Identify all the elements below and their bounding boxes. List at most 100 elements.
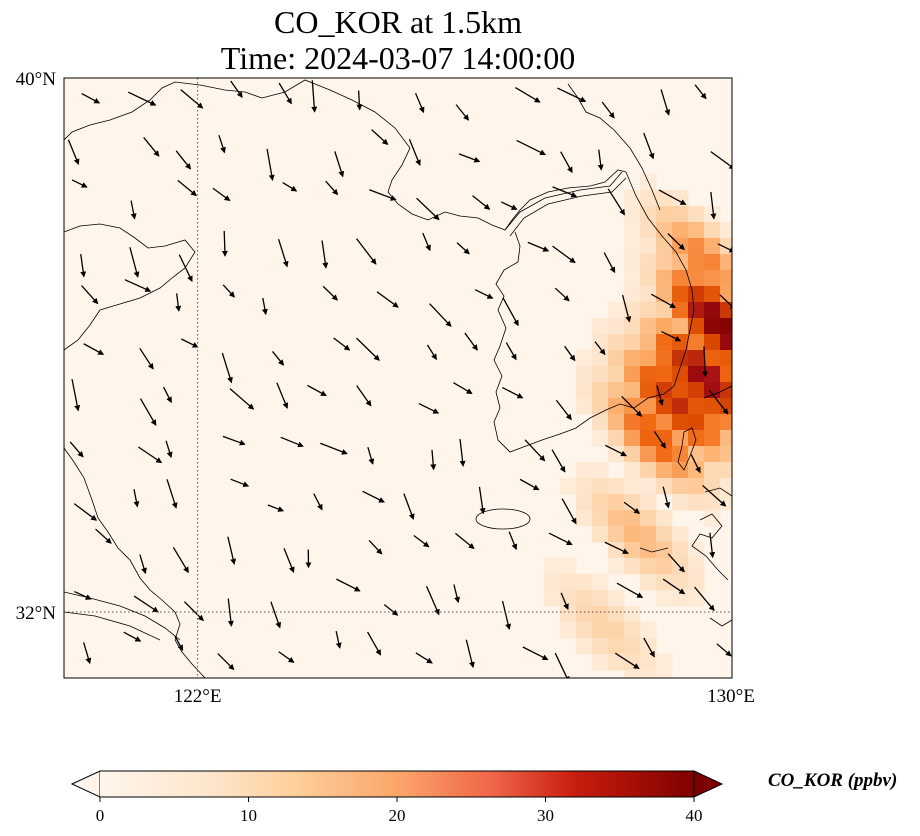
plume-cell — [608, 478, 625, 495]
wind-arrow — [336, 578, 361, 592]
plume-cell — [704, 494, 721, 511]
plume-cell — [720, 270, 732, 287]
wind-arrow — [172, 546, 189, 574]
plume-cell — [624, 222, 641, 239]
plume-cell — [624, 494, 641, 511]
plume-cell — [656, 366, 673, 383]
wind-arrow — [278, 82, 292, 105]
plume-cell — [640, 510, 657, 527]
wind-arrow — [278, 651, 295, 663]
wind-arrow — [709, 532, 716, 559]
wind-arrow — [478, 486, 486, 515]
plume-cell — [720, 286, 732, 303]
wind-arrow — [178, 254, 193, 283]
plume-cell — [656, 190, 673, 207]
wind-arrow — [217, 653, 235, 671]
plume-cell — [640, 526, 657, 543]
plume-cell — [624, 206, 641, 223]
wind-arrow — [81, 93, 101, 104]
plume-cell — [592, 622, 609, 639]
wind-arrow — [174, 635, 184, 652]
plume-cell — [624, 638, 641, 655]
wind-arrow — [383, 604, 399, 616]
plume-cell — [624, 286, 641, 303]
wind-arrow — [561, 498, 577, 525]
plume-cell — [592, 430, 609, 447]
plume-cell — [576, 606, 593, 623]
plume-cell — [688, 318, 705, 335]
plume-cell — [656, 318, 673, 335]
wind-arrow — [458, 153, 481, 163]
colorbar-body — [100, 771, 694, 797]
plume-cell — [672, 414, 689, 431]
plume-cell — [656, 574, 673, 591]
wind-arrow — [177, 179, 197, 197]
wind-arrow — [465, 639, 475, 669]
jeju-island — [475, 508, 531, 530]
coastline-east-china — [64, 447, 206, 678]
wind-arrow — [516, 139, 547, 156]
plume-cell — [656, 302, 673, 319]
plume-cell — [672, 350, 689, 367]
wind-arrow — [266, 148, 275, 181]
wind-arrow — [175, 293, 182, 312]
wind-arrow — [560, 151, 573, 174]
plume-cell — [704, 270, 721, 287]
plume-cell — [656, 590, 673, 607]
wind-arrow — [716, 643, 732, 657]
wind-arrow — [307, 384, 327, 397]
plume-cell — [592, 382, 609, 399]
gridlines — [64, 78, 732, 678]
plume-cell — [576, 622, 593, 639]
plume-cell — [592, 318, 609, 335]
plume-cell — [672, 526, 689, 543]
plume-cell — [592, 462, 609, 479]
plume-cell — [640, 190, 657, 207]
wind-arrow — [129, 247, 140, 278]
plume-cell — [640, 238, 657, 255]
plume-cell — [688, 222, 705, 239]
plume-cell — [624, 542, 641, 559]
plume-cell — [720, 334, 732, 351]
wind-arrow — [501, 201, 518, 210]
plume-cell — [576, 382, 593, 399]
plume-cell — [640, 222, 657, 239]
wind-arrow — [83, 343, 105, 355]
plume-cell — [640, 654, 657, 671]
plume-cell — [560, 590, 577, 607]
plume-cell — [624, 430, 641, 447]
plume-cell — [624, 558, 641, 575]
wind-arrow — [643, 637, 655, 658]
plume-cell — [608, 494, 625, 511]
wind-arrow — [690, 454, 701, 474]
plume-cell — [640, 286, 657, 303]
wind-arrow — [221, 230, 228, 257]
plume-cell — [624, 190, 641, 207]
plume-cell — [576, 350, 593, 367]
wind-arrow — [430, 449, 437, 471]
wind-arrow — [621, 294, 632, 323]
coastline-kyushu — [639, 487, 732, 627]
plume-cell — [624, 334, 641, 351]
wind-arrow — [464, 332, 478, 351]
wind-arrow — [667, 233, 685, 251]
plume-cell — [608, 606, 625, 623]
colorbar-extend-max — [693, 770, 724, 798]
plume-cell — [688, 478, 705, 495]
plume-cell — [704, 446, 721, 463]
plume-cell — [720, 430, 732, 447]
wind-arrow — [271, 351, 285, 366]
plume-cell — [656, 334, 673, 351]
plume-cell — [624, 270, 641, 287]
wind-arrow — [133, 489, 140, 508]
plume-cell — [656, 414, 673, 431]
plume-cell — [688, 302, 705, 319]
plume-cell — [656, 382, 673, 399]
plume-cell — [672, 270, 689, 287]
plume-cell — [640, 382, 657, 399]
wind-arrow — [403, 493, 415, 520]
plume-cell — [592, 526, 609, 543]
plume-cell — [704, 462, 721, 479]
coastline-korea-north — [567, 83, 661, 211]
plume-cell — [672, 318, 689, 335]
